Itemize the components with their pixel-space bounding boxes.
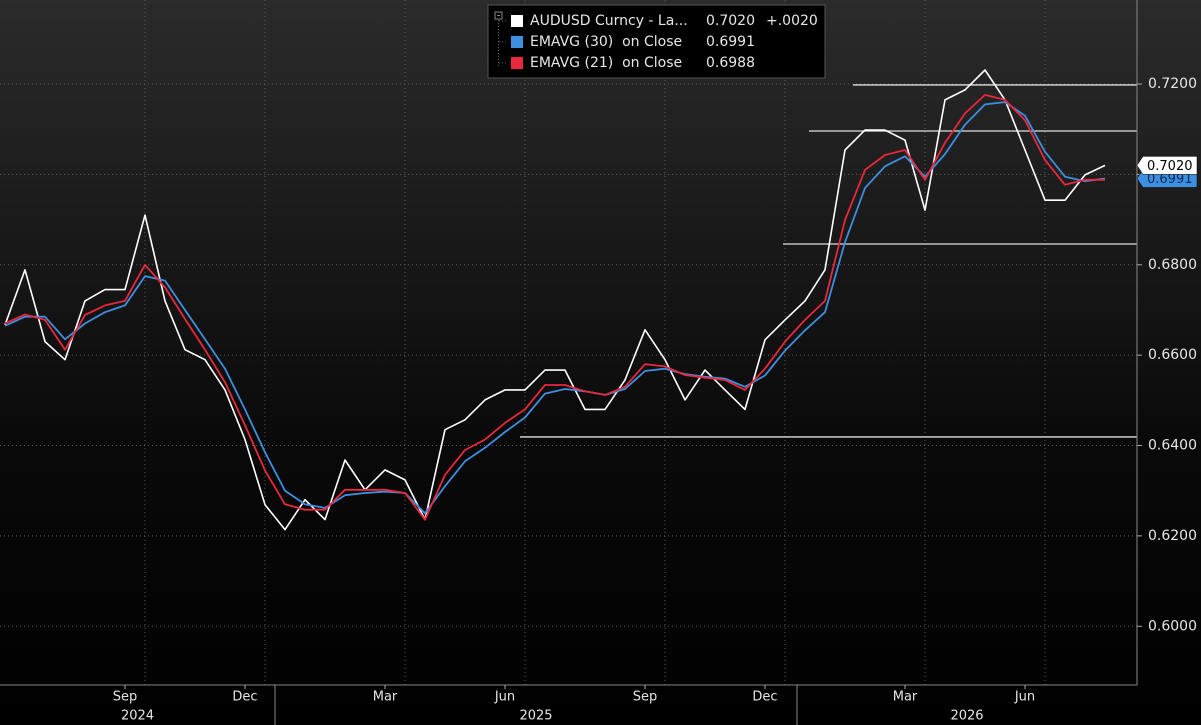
- legend-label: EMAVG (21) on Close: [530, 55, 682, 71]
- x-tick-label: Mar: [893, 690, 918, 705]
- last-value-tag: [1136, 156, 1198, 175]
- legend-value: 0.6988: [706, 55, 755, 71]
- x-tick-label: Jun: [494, 690, 515, 705]
- x-tick-label: Dec: [752, 690, 777, 705]
- ema-line: [4, 94, 1105, 521]
- legend-label: EMAVG (30) on Close: [530, 34, 682, 50]
- y-tick-label: 0.7200: [1148, 76, 1197, 92]
- y-tick-label: 0.6200: [1148, 528, 1197, 544]
- x-tick-label: Sep: [633, 690, 658, 705]
- x-tick-label: Sep: [113, 690, 138, 705]
- last-value-label: 0.7020: [1147, 159, 1193, 174]
- legend-change: +.0020: [766, 13, 818, 29]
- legend-swatch: [511, 15, 523, 27]
- x-tick-label: Jun: [1014, 690, 1035, 705]
- plot: [4, 69, 1137, 531]
- year-label: 2024: [121, 709, 154, 724]
- x-tick-label: Dec: [232, 690, 257, 705]
- legend-swatch: [511, 36, 523, 48]
- grid: [0, 0, 1137, 685]
- last-value-label: 0.6991: [1147, 172, 1193, 187]
- legend-swatch: [511, 57, 523, 69]
- price-line: [4, 69, 1106, 531]
- legend: AUDUSD Curncy - La... 0.7020 +.0020 EMAVG (…: [487, 4, 826, 79]
- y-tick-label: 0.6400: [1148, 438, 1197, 454]
- legend-value: 0.6991: [706, 34, 755, 50]
- collapse-icon[interactable]: [494, 11, 503, 20]
- y-tick-label: 0.6600: [1148, 347, 1197, 363]
- year-label: 2025: [519, 709, 552, 724]
- year-label: 2026: [950, 709, 983, 724]
- x-tick-label: Mar: [373, 690, 398, 705]
- y-tick-label: 0.6000: [1148, 618, 1197, 634]
- legend-value: 0.7020: [706, 13, 755, 29]
- y-tick-label: 0.6800: [1148, 257, 1197, 273]
- legend-label: AUDUSD Curncy - La...: [530, 13, 688, 29]
- legend-box: [487, 4, 826, 79]
